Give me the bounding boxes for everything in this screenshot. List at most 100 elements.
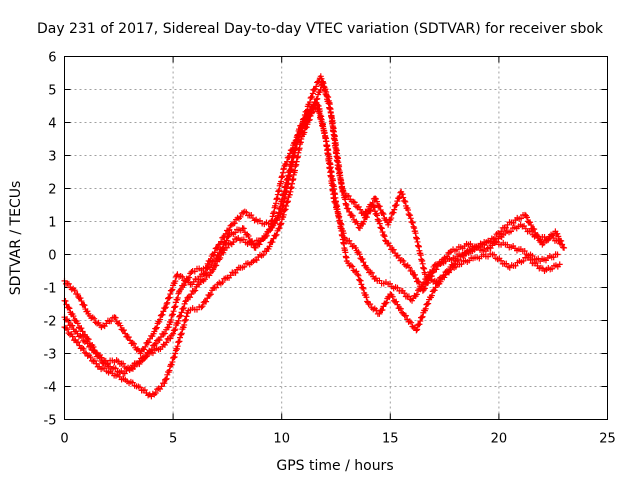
- data-point-fill: [282, 206, 289, 213]
- axis-ticks: 0 5 10 15 20 25 -5 -4 -3 -2 -1 0 1 2 3 4 5 6: [44, 51, 616, 447]
- y-tick-label: -3: [44, 348, 57, 363]
- data-point-fill: [503, 260, 510, 267]
- data-point-fill: [153, 324, 160, 331]
- data-point-fill: [212, 284, 219, 291]
- data-point: [361, 211, 368, 218]
- data-point-fill: [381, 233, 388, 240]
- data-point-fill: [520, 257, 527, 264]
- data-point-fill: [271, 220, 278, 227]
- data-point-fill: [256, 241, 263, 248]
- data-point-fill: [223, 244, 230, 251]
- data-point-fill: [92, 349, 99, 356]
- x-tick-label: 10: [273, 432, 290, 447]
- data-point-fill: [175, 317, 182, 324]
- data-point-fill: [359, 284, 366, 291]
- data-point-fill: [341, 190, 348, 197]
- data-point-fill: [409, 219, 416, 226]
- data-point-fill: [376, 220, 383, 227]
- data-point-fill: [269, 239, 276, 246]
- data-point-fill: [64, 316, 71, 323]
- data-point-fill: [152, 325, 159, 332]
- x-tick-label: 5: [169, 432, 177, 447]
- data-point-fill: [162, 304, 169, 311]
- data-point-fill: [230, 239, 237, 246]
- data-point-fill: [418, 314, 425, 321]
- data-point-fill: [120, 360, 127, 367]
- data-point-fill: [78, 325, 85, 332]
- data-point-fill: [498, 228, 505, 235]
- data-point-fill: [169, 358, 176, 365]
- data-point-fill: [357, 206, 364, 213]
- data-point-fill: [360, 218, 367, 225]
- data-point-fill: [211, 249, 218, 256]
- data-point: [165, 324, 172, 331]
- y-tick-label: 1: [48, 216, 56, 231]
- data-point-fill: [353, 268, 360, 275]
- data-point-fill: [363, 294, 370, 301]
- y-tick-label: -4: [44, 381, 57, 396]
- data-point-fill: [400, 257, 407, 264]
- data-point-fill: [445, 269, 452, 276]
- data-point-fill: [87, 354, 94, 361]
- data-point-fill: [414, 326, 421, 333]
- data-point-fill: [428, 292, 435, 299]
- data-point-fill: [260, 251, 267, 258]
- data-point-fill: [79, 344, 86, 351]
- data-point-fill: [346, 237, 353, 244]
- data-point-fill: [172, 303, 179, 310]
- data-point-fill: [222, 230, 229, 237]
- data-point-fill: [318, 75, 325, 82]
- data-point-fill: [379, 229, 386, 236]
- data-point-fill: [360, 259, 367, 266]
- data-point-fill: [302, 116, 308, 123]
- data-point-fill: [529, 252, 536, 259]
- data-point-fill: [171, 327, 178, 334]
- data-point-fill: [405, 293, 412, 300]
- data-point-fill: [172, 299, 179, 306]
- data-point-fill: [393, 201, 400, 208]
- grid-lines: [64, 56, 608, 420]
- data-point-fill: [171, 304, 178, 311]
- data-point-fill: [182, 298, 189, 305]
- data-point-fill: [79, 328, 86, 335]
- data-point-fill: [348, 212, 355, 219]
- data-point-fill: [527, 256, 534, 263]
- data-point-fill: [157, 316, 164, 323]
- data-point-fill: [252, 240, 259, 247]
- data-point-fill: [120, 327, 127, 334]
- data-point-fill: [405, 211, 412, 218]
- data-point-fill: [351, 199, 358, 206]
- data-point-fill: [399, 191, 406, 198]
- data-point-fill: [263, 232, 270, 239]
- data-point-fill: [435, 279, 442, 286]
- data-point-fill: [372, 275, 379, 282]
- data-point-fill: [131, 340, 138, 347]
- data-point-fill: [223, 237, 230, 244]
- data-point: [556, 261, 563, 268]
- data-point-fill: [187, 294, 194, 301]
- data-point-fill: [512, 262, 519, 269]
- data-point-fill: [305, 109, 312, 116]
- data-point-fill: [85, 336, 92, 343]
- y-tick-label: 0: [48, 249, 56, 264]
- data-point-fill: [277, 221, 284, 228]
- data-point-fill: [527, 219, 534, 226]
- data-point-fill: [64, 326, 71, 333]
- data-point-fill: [555, 233, 562, 240]
- data-point-fill: [306, 116, 313, 123]
- data-point-fill: [160, 331, 167, 338]
- data-point-fill: [379, 209, 386, 216]
- data-point-fill: [373, 198, 380, 205]
- data-point-fill: [78, 298, 85, 305]
- data-point-fill: [129, 379, 136, 386]
- data-point-fill: [90, 344, 97, 351]
- data-point-fill: [157, 334, 164, 341]
- data-point-fill: [419, 313, 426, 320]
- data-point-fill: [364, 266, 371, 273]
- data-point-fill: [188, 291, 195, 298]
- data-point-fill: [393, 298, 400, 305]
- data-point-fill: [440, 272, 447, 279]
- data-point-fill: [355, 272, 362, 279]
- data-point-fill: [273, 231, 280, 238]
- data-point-fill: [374, 212, 381, 219]
